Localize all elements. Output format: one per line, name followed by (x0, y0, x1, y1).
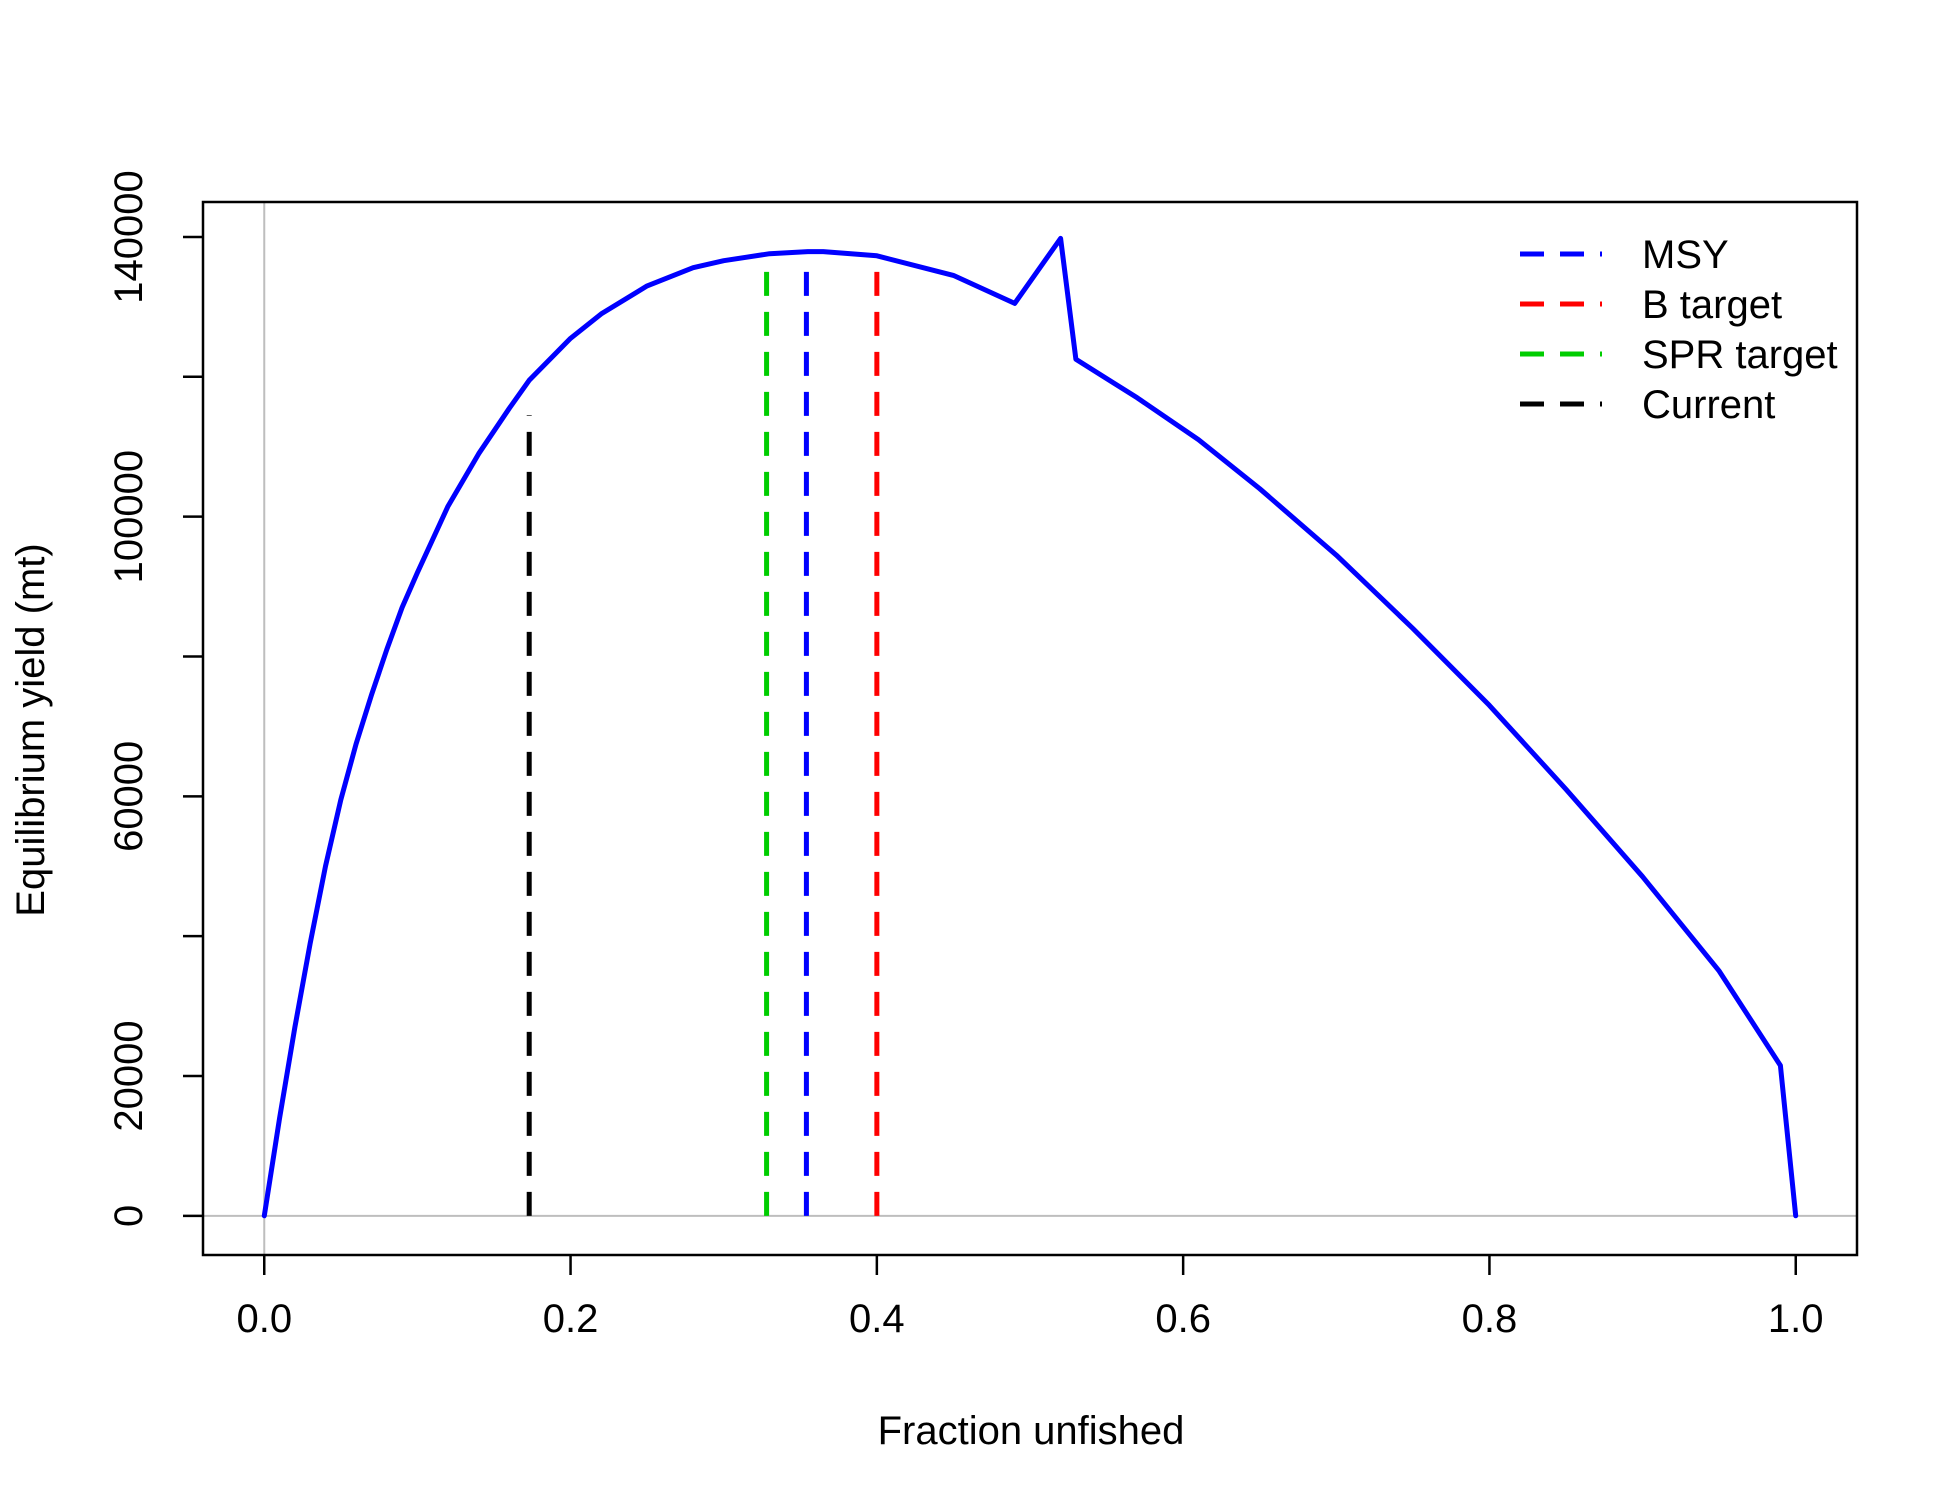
x-tick-label-1: 0.2 (543, 1297, 599, 1341)
series-layer (261, 235, 1799, 1219)
series-line-0 (261, 235, 1799, 1219)
y-axis-label: Equilibrium yield (mt) (9, 543, 53, 916)
y-tick-label-7: 140000 (107, 170, 151, 303)
x-tick-label-4: 0.8 (1462, 1297, 1518, 1341)
legend-label-0: MSY (1642, 233, 1729, 277)
plot-frame (201, 200, 1859, 1257)
legend-label-1: B target (1642, 283, 1782, 327)
y-tick-label-0: 0 (107, 1205, 151, 1227)
vertical-marker-lines (526, 266, 880, 1216)
x-tick-label-0: 0.0 (236, 1297, 292, 1341)
y-axis: 0 20000 60000 100000 140000 (107, 170, 203, 1227)
y-tick-label-3: 60000 (107, 741, 151, 852)
legend-label-3: Current (1642, 383, 1775, 427)
reference-lines (203, 202, 1857, 1255)
legend: MSY B target SPR target Current (1520, 233, 1838, 427)
x-axis-label: Fraction unfished (878, 1409, 1185, 1453)
y-tick-label-1: 20000 (107, 1020, 151, 1131)
x-tick-label-2: 0.4 (849, 1297, 905, 1341)
y-tick-label-5: 100000 (107, 450, 151, 583)
x-tick-label-5: 1.0 (1768, 1297, 1824, 1341)
legend-label-2: SPR target (1642, 333, 1838, 377)
x-axis: 0.0 0.2 0.4 0.6 0.8 1.0 (236, 1255, 1824, 1341)
x-tick-label-3: 0.6 (1155, 1297, 1211, 1341)
